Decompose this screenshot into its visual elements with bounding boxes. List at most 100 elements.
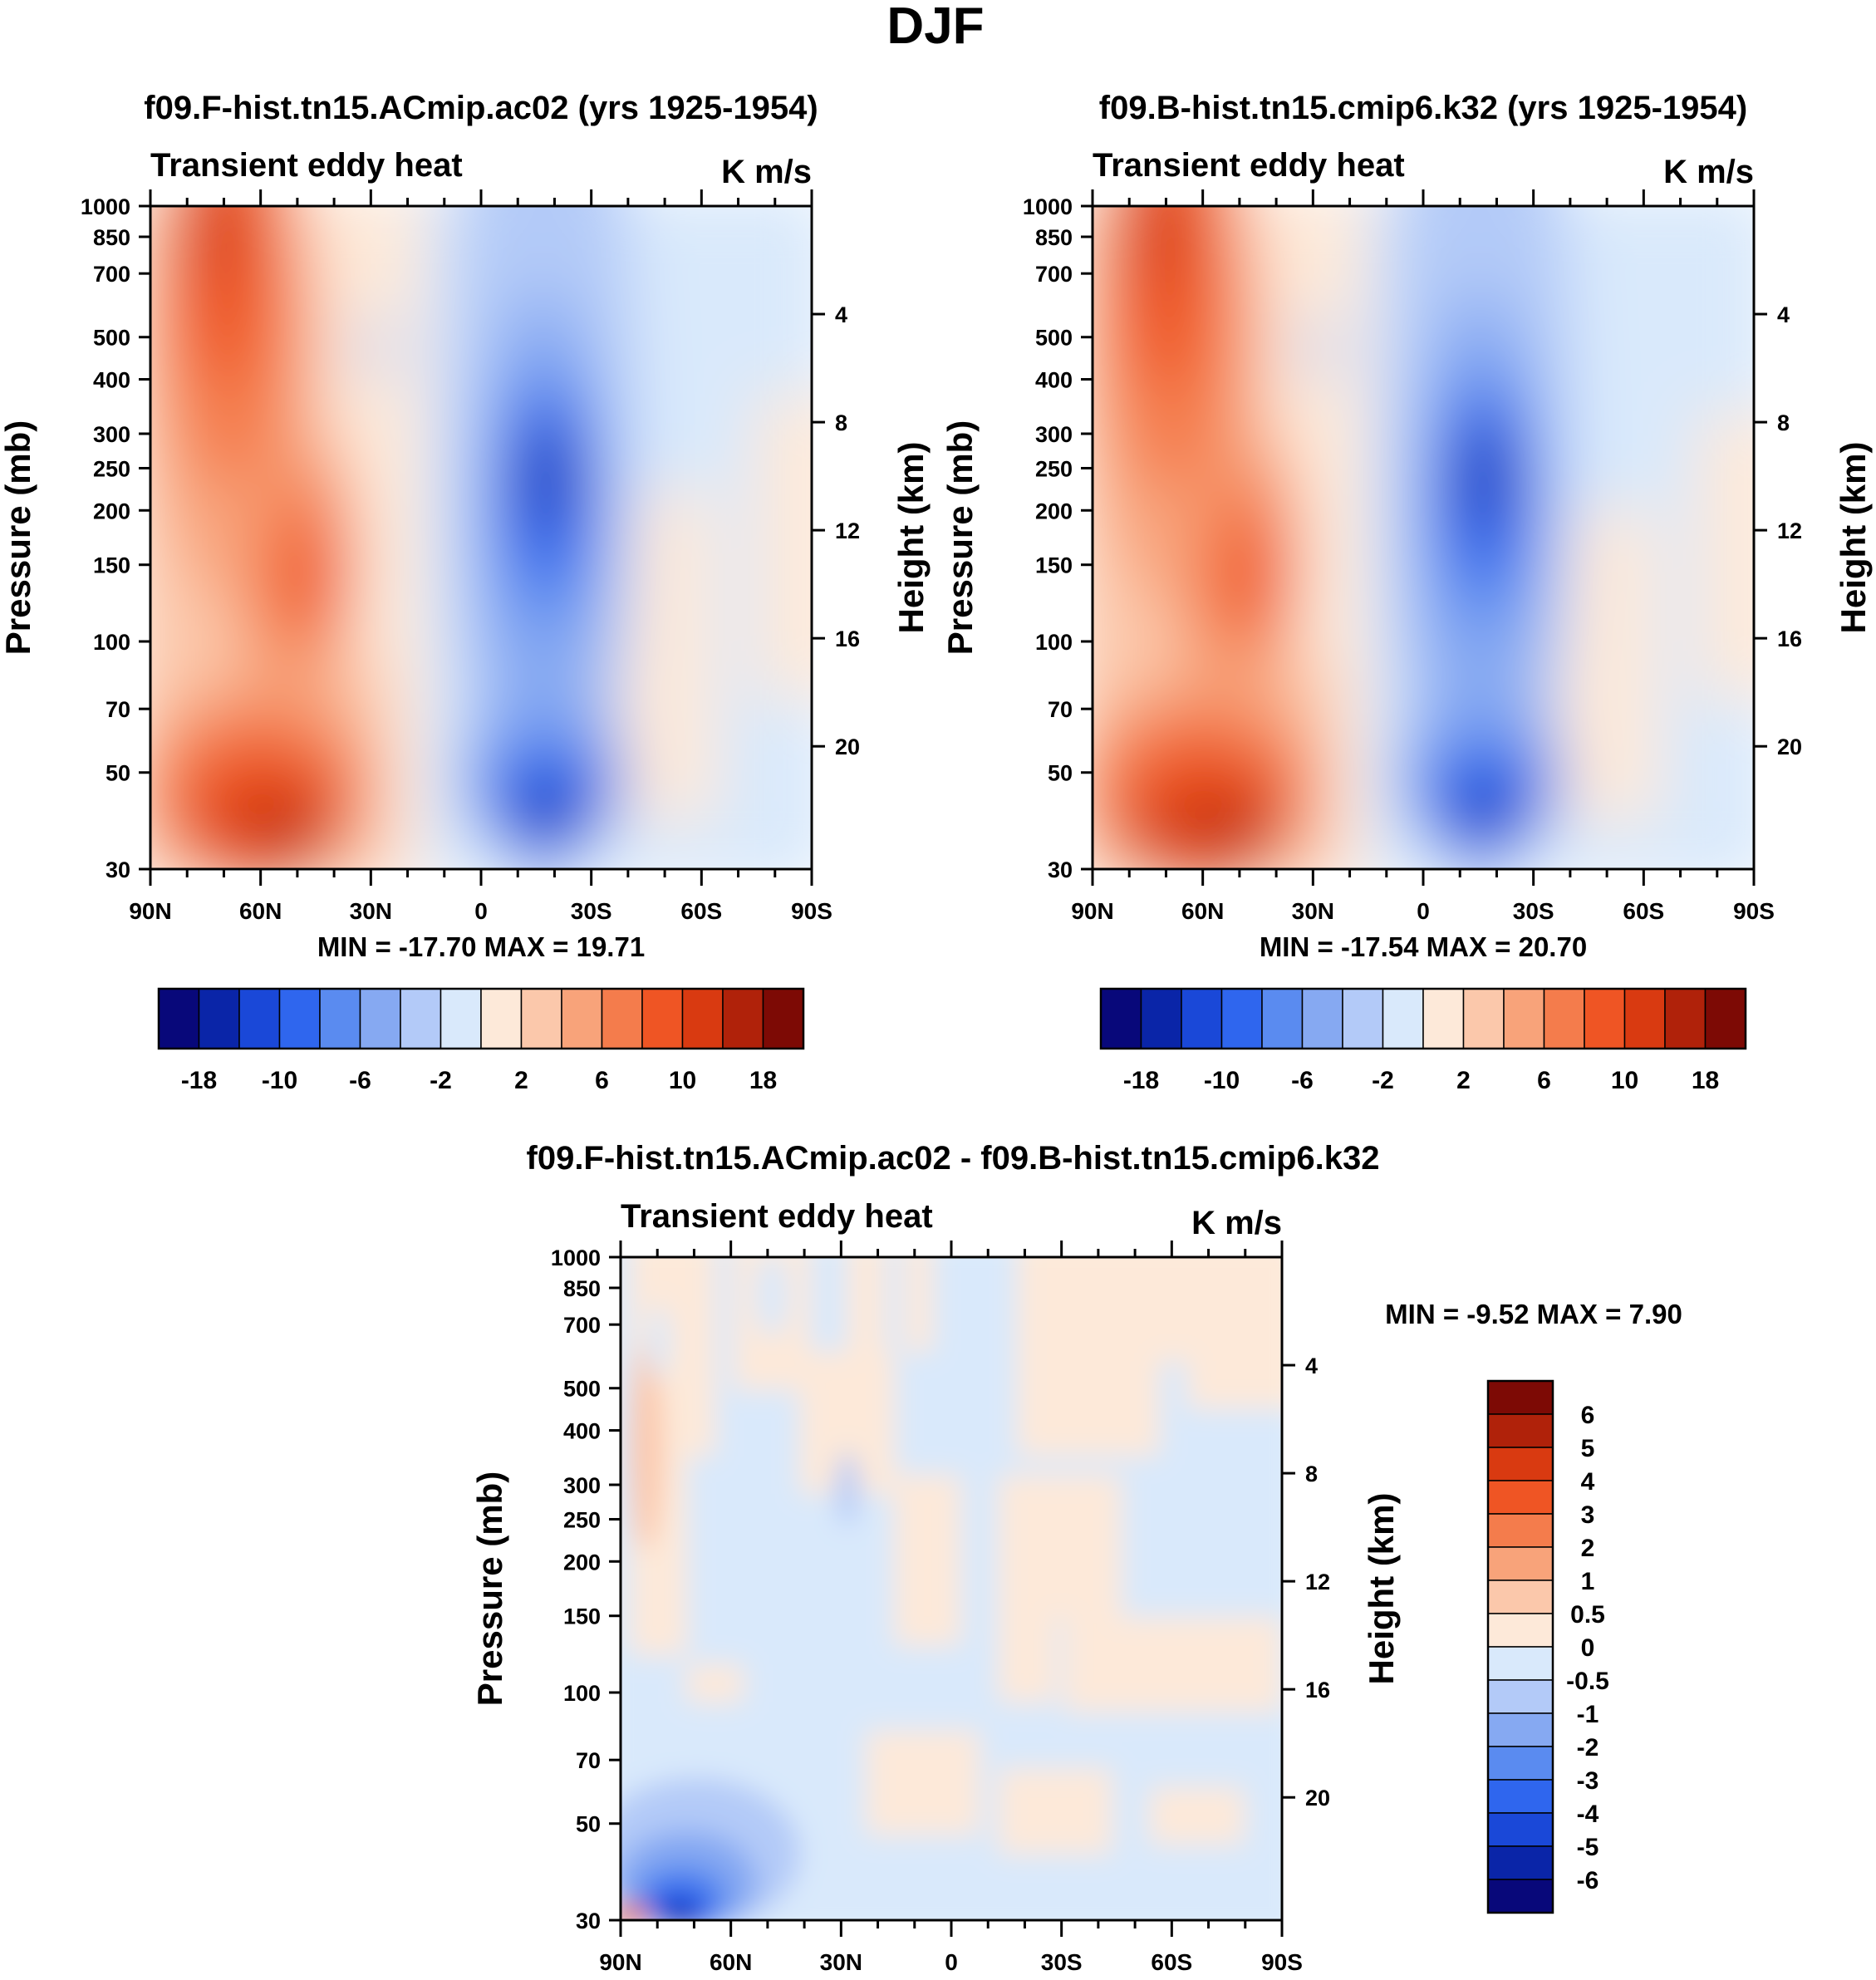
panel-diff-pressure-label: 300: [563, 1473, 601, 1498]
panel-fhist-colorbar-box: [400, 988, 442, 1049]
panel-fhist-colorbar-box: [641, 988, 684, 1049]
panel-diff-pressure-label: 100: [563, 1681, 601, 1706]
panel-fhist-height-label: 4: [835, 302, 847, 327]
panel-bhist-lat-label: 60S: [1623, 898, 1664, 924]
panel-fhist-pressure-label: 70: [106, 697, 130, 722]
panel-fhist-lat-label: 0: [474, 898, 488, 924]
panel-fhist-colorbar-label: -6: [349, 1067, 371, 1094]
panel-bhist-minmax: MIN = -17.54 MAX = 20.70: [1260, 931, 1587, 962]
panel-diff-height-label: 12: [1305, 1570, 1330, 1594]
panel-bhist-lat-label: 30S: [1513, 898, 1554, 924]
panel-bhist-colorbar-frame: [1099, 987, 1747, 1050]
panel-bhist-pressure-label: 850: [1035, 225, 1073, 250]
panel-fhist-pressure-label: 200: [93, 499, 130, 523]
panel-bhist-colorbar-box: [1181, 988, 1223, 1049]
panel-bhist-lat-label: 0: [1417, 898, 1430, 924]
panel-bhist-colorbar-label: -18: [1123, 1067, 1159, 1094]
panel-bhist-colorbar-box: [1301, 988, 1343, 1049]
panel-diff-height-label: 8: [1305, 1462, 1318, 1486]
panel-bhist-colorbar-box: [1584, 988, 1626, 1049]
panel-fhist-colorbar-label: 6: [595, 1067, 609, 1094]
panel-bhist-pressure-label: 100: [1035, 630, 1073, 655]
panel-bhist-colorbar-label: 10: [1611, 1067, 1638, 1094]
panel-diff-colorbar-label: 0.5: [1570, 1601, 1605, 1629]
panel-diff-colorbar-box: [1487, 1413, 1554, 1448]
panel-bhist: f09.B-hist.tn15.cmip6.k32 (yrs 1925-1954…: [940, 90, 1873, 1094]
panel-bhist-colorbar: -18 -10 -6 -2 2 6 10 18: [1099, 987, 1747, 1094]
panel-bhist-subtitle: Transient eddy heat: [1093, 147, 1405, 184]
panel-fhist: f09.F-hist.tn15.ACmip.ac02 (yrs 1925-195…: [0, 90, 931, 1094]
panel-fhist-colorbar-label: 10: [669, 1067, 696, 1094]
panel-bhist-colorbar-label: -2: [1372, 1067, 1394, 1094]
panel-diff-pressure-label: 1000: [551, 1245, 601, 1270]
panel-diff-colorbar-label: 4: [1581, 1468, 1595, 1496]
panel-fhist-axes: 3050701001502002503004005007008501000481…: [81, 189, 860, 924]
panel-fhist-pressure-label: 850: [93, 225, 130, 250]
panel-bhist-field: [1093, 206, 1754, 869]
panel-fhist-colorbar-box: [520, 988, 562, 1049]
panel-bhist-pressure-label: 250: [1035, 456, 1073, 481]
panel-bhist-colorbar-box: [1543, 988, 1585, 1049]
panel-diff-colorbar-label: -4: [1577, 1801, 1599, 1828]
panel-bhist-pressure-label: 700: [1035, 262, 1073, 287]
panel-bhist-colorbar-box: [1261, 988, 1304, 1049]
panel-bhist-pressure-label: 400: [1035, 368, 1073, 393]
panel-diff-colorbar-label: 1: [1581, 1568, 1595, 1595]
panel-diff-pressure-label: 200: [563, 1550, 601, 1575]
panel-bhist-colorbar-box: [1422, 988, 1465, 1049]
panel-fhist-colorbar-box: [480, 988, 523, 1049]
panel-fhist-pressure-label: 250: [93, 456, 130, 481]
panel-diff-colorbar-label: 2: [1581, 1535, 1595, 1562]
panel-fhist-pressure-title: Pressure (mb): [0, 420, 37, 655]
panel-bhist-height-label: 20: [1777, 735, 1802, 759]
panel-diff-pressure-label: 30: [576, 1909, 601, 1933]
panel-diff-colorbar-box: [1487, 1879, 1554, 1914]
panel-fhist-minmax: MIN = -17.70 MAX = 19.71: [317, 931, 645, 962]
panel-bhist-pressure-label: 300: [1035, 422, 1073, 447]
panel-bhist-colorbar-box: [1462, 988, 1505, 1049]
panel-fhist-field: [150, 206, 812, 869]
panel-diff-units: K m/s: [1191, 1205, 1282, 1241]
panel-diff-colorbar-box: [1487, 1646, 1554, 1681]
panel-diff-title: f09.F-hist.tn15.ACmip.ac02 - f09.B-hist.…: [527, 1140, 1380, 1177]
panel-diff-colorbar-box: [1487, 1380, 1554, 1415]
panel-fhist-colorbar-box: [681, 988, 724, 1049]
panel-diff-pressure-label: 250: [563, 1507, 601, 1532]
panel-bhist-pressure-label: 1000: [1023, 194, 1073, 219]
panel-bhist-axes: 3050701001502002503004005007008501000481…: [1023, 189, 1802, 924]
panel-diff-colorbar-box: [1487, 1779, 1554, 1814]
panel-fhist-pressure-label: 1000: [81, 194, 130, 219]
panel-diff-colorbar-label: -0.5: [1566, 1668, 1609, 1695]
panel-bhist-colorbar-box: [1220, 988, 1263, 1049]
panel-diff-colorbar-label: 5: [1581, 1435, 1595, 1462]
panel-diff-field: [621, 1257, 1282, 1920]
figure-title: DJF: [886, 0, 984, 55]
panel-bhist-colorbar-box: [1664, 988, 1707, 1049]
panel-fhist-pressure-label: 30: [106, 857, 130, 882]
panel-fhist-lat-label: 30S: [571, 898, 612, 924]
panel-diff-colorbar-box: [1487, 1580, 1554, 1614]
panel-diff-axes: 3050701001502002503004005007008501000481…: [551, 1241, 1330, 1975]
panel-diff-lat-label: 60N: [710, 1949, 752, 1975]
panel-diff-colorbar-label: 6: [1581, 1402, 1595, 1429]
panel-fhist-pressure-label: 500: [93, 326, 130, 351]
panel-bhist-height-label: 8: [1777, 410, 1790, 435]
panel-fhist-colorbar: -18 -10 -6 -2 2 6 10 18: [157, 987, 805, 1094]
panel-diff-colorbar-label: -1: [1577, 1701, 1599, 1728]
panel-diff-colorbar-label: -3: [1577, 1767, 1599, 1795]
panel-bhist-colorbar-box: [1100, 988, 1142, 1049]
panel-fhist-colorbar-label: 2: [514, 1067, 528, 1094]
panel-diff-pressure-label: 150: [563, 1604, 601, 1629]
panel-fhist-colorbar-box: [319, 988, 361, 1049]
panel-bhist-pressure-label: 30: [1048, 857, 1073, 882]
panel-bhist-colorbar-box: [1140, 988, 1182, 1049]
panel-diff-lat-label: 90N: [599, 1949, 641, 1975]
panel-bhist-units: K m/s: [1663, 154, 1754, 190]
panel-bhist-colorbar-box: [1503, 988, 1545, 1049]
panel-fhist-colorbar-box: [440, 988, 482, 1049]
panel-fhist-lat-label: 30N: [350, 898, 392, 924]
panel-bhist-lat-label: 60N: [1181, 898, 1224, 924]
panel-bhist-pressure-label: 500: [1035, 326, 1073, 351]
panel-fhist-lat-label: 60S: [680, 898, 722, 924]
